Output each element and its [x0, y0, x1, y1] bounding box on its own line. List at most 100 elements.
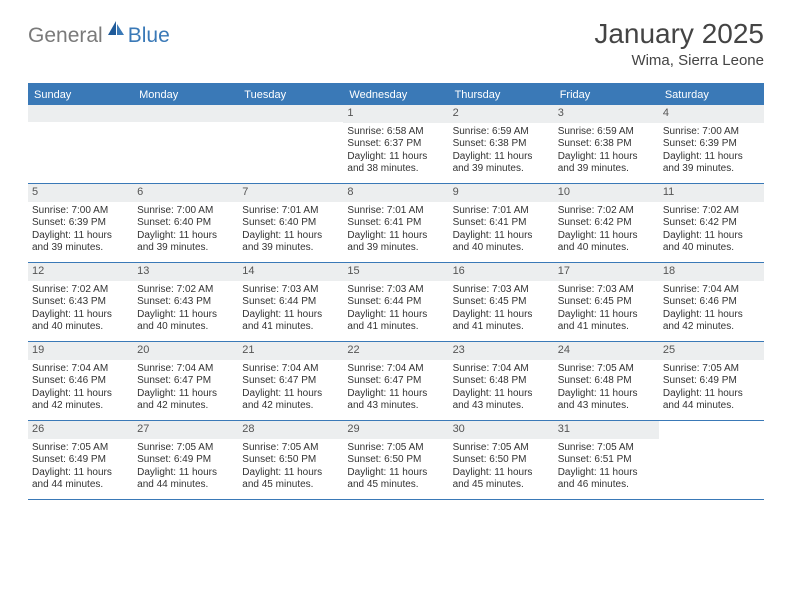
day-info-line: Sunset: 6:43 PM — [137, 296, 234, 309]
day-info-line: Sunrise: 7:03 AM — [347, 284, 444, 297]
day-info-line: Daylight: 11 hours — [558, 309, 655, 322]
day-info-line: Sunrise: 6:59 AM — [453, 126, 550, 139]
day-cell: 22Sunrise: 7:04 AMSunset: 6:47 PMDayligh… — [343, 342, 448, 420]
day-info-line: and 43 minutes. — [347, 400, 444, 413]
day-cell: 12Sunrise: 7:02 AMSunset: 6:43 PMDayligh… — [28, 263, 133, 341]
day-number: 3 — [554, 105, 659, 123]
day-info-line: Sunset: 6:40 PM — [137, 217, 234, 230]
day-info-line: Sunrise: 7:05 AM — [242, 442, 339, 455]
day-cell: 25Sunrise: 7:05 AMSunset: 6:49 PMDayligh… — [659, 342, 764, 420]
calendar-page: General Blue January 2025 Wima, Sierra L… — [0, 0, 792, 518]
day-cell: 24Sunrise: 7:05 AMSunset: 6:48 PMDayligh… — [554, 342, 659, 420]
day-cell — [238, 105, 343, 183]
week-row: 5Sunrise: 7:00 AMSunset: 6:39 PMDaylight… — [28, 184, 764, 263]
day-cell: 28Sunrise: 7:05 AMSunset: 6:50 PMDayligh… — [238, 421, 343, 499]
day-info-line: and 40 minutes. — [453, 242, 550, 255]
day-info-line: Sunrise: 7:00 AM — [663, 126, 760, 139]
day-info-line: Daylight: 11 hours — [663, 230, 760, 243]
day-info-line: Sunset: 6:47 PM — [137, 375, 234, 388]
day-info-line: and 39 minutes. — [558, 163, 655, 176]
day-info-line: Sunset: 6:39 PM — [32, 217, 129, 230]
page-header: General Blue January 2025 Wima, Sierra L… — [28, 18, 764, 69]
day-info-line: and 40 minutes. — [663, 242, 760, 255]
day-info-line: and 42 minutes. — [137, 400, 234, 413]
day-cell: 26Sunrise: 7:05 AMSunset: 6:49 PMDayligh… — [28, 421, 133, 499]
day-info-line: Sunset: 6:50 PM — [453, 454, 550, 467]
day-info-line: Sunset: 6:45 PM — [558, 296, 655, 309]
week-row: 26Sunrise: 7:05 AMSunset: 6:49 PMDayligh… — [28, 421, 764, 500]
day-info-line: and 42 minutes. — [32, 400, 129, 413]
day-info-line: and 46 minutes. — [558, 479, 655, 492]
day-info-line: Daylight: 11 hours — [453, 388, 550, 401]
day-cell: 20Sunrise: 7:04 AMSunset: 6:47 PMDayligh… — [133, 342, 238, 420]
day-cell: 15Sunrise: 7:03 AMSunset: 6:44 PMDayligh… — [343, 263, 448, 341]
day-info-line: Sunrise: 7:04 AM — [242, 363, 339, 376]
day-number: 31 — [554, 421, 659, 439]
day-info-line: Daylight: 11 hours — [32, 388, 129, 401]
day-number: 11 — [659, 184, 764, 202]
day-cell: 9Sunrise: 7:01 AMSunset: 6:41 PMDaylight… — [449, 184, 554, 262]
day-info-line: and 42 minutes. — [663, 321, 760, 334]
title-block: January 2025 Wima, Sierra Leone — [594, 18, 764, 69]
day-info-line: Sunrise: 7:05 AM — [137, 442, 234, 455]
day-info-line: and 45 minutes. — [242, 479, 339, 492]
day-info-line: Sunrise: 7:05 AM — [558, 442, 655, 455]
day-info-line: Sunset: 6:38 PM — [453, 138, 550, 151]
day-number: 10 — [554, 184, 659, 202]
day-info-line: Daylight: 11 hours — [347, 309, 444, 322]
day-info-line: Sunrise: 6:58 AM — [347, 126, 444, 139]
day-info-line: Sunrise: 7:05 AM — [32, 442, 129, 455]
day-cell: 5Sunrise: 7:00 AMSunset: 6:39 PMDaylight… — [28, 184, 133, 262]
day-info-line: and 45 minutes. — [453, 479, 550, 492]
day-info-line: Sunset: 6:42 PM — [663, 217, 760, 230]
day-info-line: Daylight: 11 hours — [663, 388, 760, 401]
day-info-line: and 41 minutes. — [347, 321, 444, 334]
day-cell: 4Sunrise: 7:00 AMSunset: 6:39 PMDaylight… — [659, 105, 764, 183]
day-info-line: Daylight: 11 hours — [558, 230, 655, 243]
day-info-line: and 39 minutes. — [663, 163, 760, 176]
day-info-line: Daylight: 11 hours — [663, 309, 760, 322]
day-info-line: Sunset: 6:40 PM — [242, 217, 339, 230]
day-cell: 23Sunrise: 7:04 AMSunset: 6:48 PMDayligh… — [449, 342, 554, 420]
day-cell — [28, 105, 133, 183]
week-row: 1Sunrise: 6:58 AMSunset: 6:37 PMDaylight… — [28, 105, 764, 184]
empty-day-header — [133, 105, 238, 122]
day-info-line: Sunset: 6:51 PM — [558, 454, 655, 467]
day-cell: 8Sunrise: 7:01 AMSunset: 6:41 PMDaylight… — [343, 184, 448, 262]
day-info-line: Sunset: 6:39 PM — [663, 138, 760, 151]
weekday-header: Tuesday — [238, 85, 343, 105]
day-cell: 18Sunrise: 7:04 AMSunset: 6:46 PMDayligh… — [659, 263, 764, 341]
day-info-line: and 43 minutes. — [558, 400, 655, 413]
day-info-line: Sunrise: 7:03 AM — [558, 284, 655, 297]
day-info-line: and 40 minutes. — [558, 242, 655, 255]
day-number: 20 — [133, 342, 238, 360]
day-info-line: Sunrise: 7:00 AM — [32, 205, 129, 218]
day-info-line: Sunset: 6:49 PM — [137, 454, 234, 467]
day-info-line: Sunset: 6:48 PM — [558, 375, 655, 388]
day-info-line: Daylight: 11 hours — [137, 230, 234, 243]
day-info-line: Sunrise: 7:04 AM — [347, 363, 444, 376]
day-info-line: Sunset: 6:41 PM — [453, 217, 550, 230]
weekday-header: Wednesday — [343, 85, 448, 105]
weekday-header: Friday — [554, 85, 659, 105]
day-number: 23 — [449, 342, 554, 360]
month-title: January 2025 — [594, 18, 764, 50]
day-info-line: Sunset: 6:49 PM — [663, 375, 760, 388]
day-number: 1 — [343, 105, 448, 123]
day-cell: 13Sunrise: 7:02 AMSunset: 6:43 PMDayligh… — [133, 263, 238, 341]
day-number: 27 — [133, 421, 238, 439]
logo-word-blue: Blue — [128, 24, 170, 48]
day-info-line: Sunrise: 7:04 AM — [32, 363, 129, 376]
day-cell — [659, 421, 764, 499]
day-info-line: Sunset: 6:45 PM — [453, 296, 550, 309]
brand-logo: General Blue — [28, 18, 170, 48]
day-number: 14 — [238, 263, 343, 281]
day-info-line: and 43 minutes. — [453, 400, 550, 413]
day-info-line: and 44 minutes. — [663, 400, 760, 413]
day-info-line: and 40 minutes. — [32, 321, 129, 334]
weekday-header: Thursday — [449, 85, 554, 105]
day-info-line: Daylight: 11 hours — [347, 388, 444, 401]
day-info-line: and 45 minutes. — [347, 479, 444, 492]
day-cell: 19Sunrise: 7:04 AMSunset: 6:46 PMDayligh… — [28, 342, 133, 420]
weekday-header-row: SundayMondayTuesdayWednesdayThursdayFrid… — [28, 85, 764, 105]
